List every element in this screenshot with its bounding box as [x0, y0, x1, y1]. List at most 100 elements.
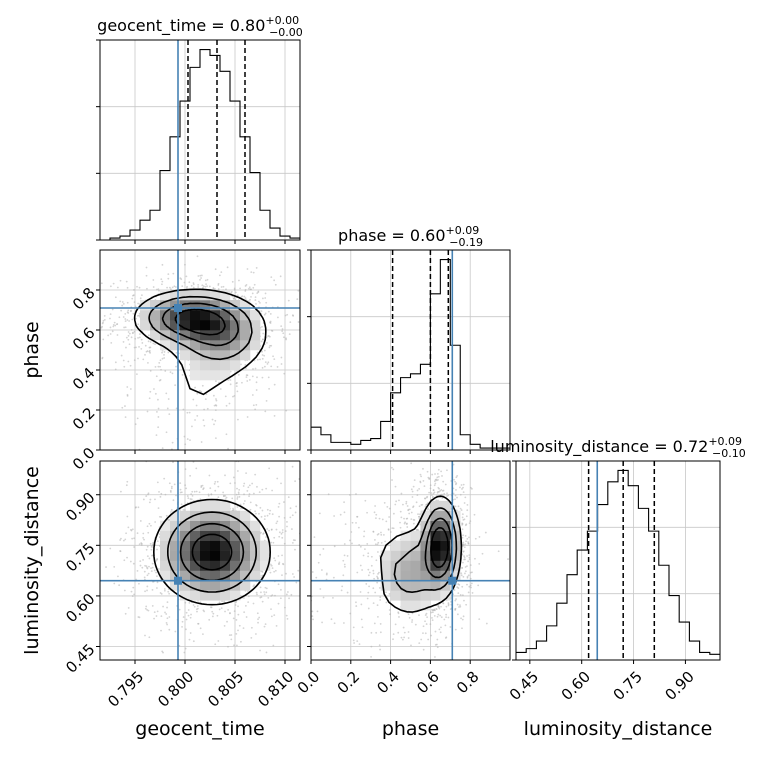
- density-cell: [200, 550, 211, 561]
- density-cell: [180, 300, 191, 311]
- density-cell: [420, 570, 431, 581]
- scatter-point: [419, 481, 422, 484]
- density-cell: [220, 510, 231, 521]
- scatter-point: [455, 598, 457, 600]
- scatter-point: [377, 541, 380, 544]
- scatter-point: [202, 633, 204, 636]
- hist-panel-luminosity_distance: luminosity_distance = 0.72+0.09 −0.10: [490, 435, 746, 664]
- scatter-point: [449, 626, 452, 628]
- scatter-point: [131, 318, 134, 321]
- density-cell: [170, 520, 181, 531]
- scatter-point: [380, 533, 383, 536]
- density-cell: [250, 320, 261, 331]
- scatter-point: [410, 518, 413, 521]
- scatter-point: [462, 483, 465, 486]
- scatter-point: [237, 373, 240, 376]
- scatter-point: [418, 614, 420, 617]
- scatter-point: [436, 476, 439, 479]
- scatter-point: [195, 404, 198, 407]
- scatter-point: [235, 493, 238, 496]
- scatter-point: [387, 528, 390, 531]
- scatter-point: [164, 370, 167, 372]
- scatter-point: [261, 488, 264, 491]
- scatter-point: [225, 496, 228, 499]
- scatter-point: [286, 555, 288, 557]
- scatter-point: [126, 480, 129, 483]
- scatter-point: [270, 365, 273, 368]
- density-cell: [380, 570, 391, 581]
- scatter-point: [302, 339, 304, 341]
- scatter-point: [197, 283, 200, 286]
- scatter-point: [260, 515, 263, 518]
- scatter-point: [178, 644, 181, 647]
- density-cell: [200, 320, 211, 331]
- scatter-point: [168, 628, 171, 631]
- scatter-point: [287, 455, 289, 457]
- scatter-point: [342, 559, 345, 562]
- scatter-point: [261, 357, 264, 360]
- scatter-point: [273, 279, 276, 282]
- scatter-point: [322, 596, 325, 599]
- scatter-point: [224, 395, 227, 398]
- scatter-point: [262, 332, 265, 335]
- scatter-point: [181, 625, 183, 628]
- scatter-point: [461, 488, 463, 490]
- scatter-point: [383, 501, 386, 504]
- scatter-point: [146, 525, 149, 528]
- scatter-point: [245, 616, 248, 618]
- density-cell: [430, 580, 441, 591]
- scatter-point: [439, 490, 442, 492]
- scatter-point: [155, 615, 158, 617]
- scatter-point: [174, 384, 177, 387]
- scatter-point: [260, 310, 263, 313]
- scatter-point: [198, 491, 201, 494]
- scatter-point: [273, 614, 276, 616]
- scatter-point: [427, 476, 430, 479]
- scatter-point: [373, 577, 375, 580]
- density-cell: [230, 530, 241, 541]
- scatter-point: [399, 526, 402, 529]
- density-cell: [430, 530, 441, 541]
- scatter-point: [119, 490, 122, 493]
- scatter-point: [158, 361, 161, 364]
- scatter-point: [248, 669, 250, 671]
- scatter-point: [133, 330, 136, 333]
- scatter-point: [399, 521, 401, 524]
- scatter-point: [436, 491, 439, 494]
- scatter-point: [465, 540, 467, 543]
- scatter-point: [164, 611, 166, 614]
- scatter-point: [242, 502, 245, 505]
- scatter-point: [352, 626, 355, 629]
- scatter-point: [420, 475, 423, 478]
- scatter-point: [281, 554, 283, 557]
- scatter-point: [343, 554, 346, 557]
- scatter-point: [470, 586, 472, 589]
- scatter-point: [154, 498, 156, 501]
- scatter-point: [253, 283, 256, 286]
- scatter-point: [238, 495, 241, 498]
- scatter-point: [223, 624, 226, 627]
- scatter-point: [425, 496, 428, 499]
- density-cell: [240, 550, 251, 561]
- scatter-point: [192, 604, 195, 606]
- scatter-point: [263, 313, 266, 316]
- scatter-point: [157, 288, 160, 291]
- scatter-point: [236, 487, 238, 490]
- scatter-point: [353, 642, 355, 644]
- scatter-point: [255, 267, 258, 269]
- scatter-point: [222, 495, 225, 498]
- scatter-point: [255, 381, 258, 384]
- scatter-point: [156, 575, 158, 578]
- scatter-point: [457, 613, 459, 616]
- scatter-point: [412, 485, 415, 488]
- scatter-point: [349, 539, 351, 542]
- density-cell: [240, 340, 251, 351]
- scatter-point: [248, 495, 250, 498]
- scatter-point: [212, 287, 215, 290]
- density-cell: [190, 330, 201, 341]
- scatter-point: [431, 619, 434, 622]
- scatter-point: [264, 292, 267, 295]
- scatter-point: [127, 331, 130, 333]
- scatter-point: [307, 537, 309, 539]
- density-cell: [160, 290, 171, 301]
